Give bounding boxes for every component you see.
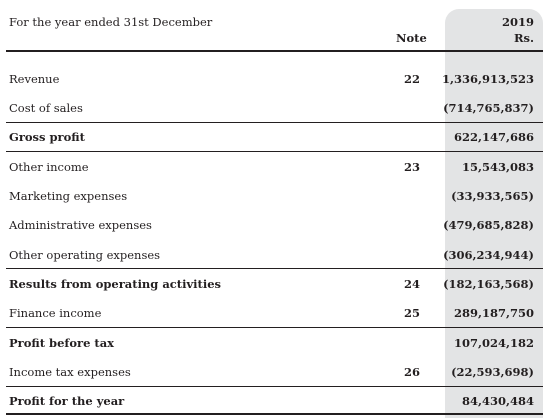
row-note: 23	[403, 160, 420, 174]
row-value: (479,685,828)	[443, 218, 534, 232]
row-label: Profit before tax	[9, 336, 115, 350]
row-label: Finance income	[9, 306, 102, 320]
row-label: Results from operating activities	[9, 277, 221, 291]
row-value: (182,163,568)	[443, 277, 534, 291]
row-note: 25	[403, 306, 420, 320]
row-finance-income: Finance income 25 289,187,750	[0, 306, 543, 326]
row-label: Gross profit	[9, 130, 85, 144]
row-administrative-expenses: Administrative expenses (479,685,828)	[0, 218, 543, 238]
row-value: 15,543,083	[461, 160, 534, 174]
subtotal-rule	[6, 151, 543, 152]
subtotal-rule	[6, 327, 543, 328]
row-other-operating-expenses: Other operating expenses (306,234,944)	[0, 248, 543, 268]
row-label: Administrative expenses	[9, 218, 152, 232]
current-year-column-shading	[445, 9, 543, 418]
period-heading: For the year ended 31st December	[9, 15, 213, 29]
row-label: Profit for the year	[9, 394, 125, 408]
row-note: 22	[403, 72, 420, 86]
unit-column-header: Rs.	[513, 31, 534, 45]
row-gross-profit: Gross profit 622,147,686	[0, 130, 543, 150]
row-value: 289,187,750	[453, 306, 534, 320]
total-rule	[6, 413, 543, 415]
row-value: (714,765,837)	[443, 101, 534, 115]
subtotal-rule	[6, 122, 543, 123]
row-value: (306,234,944)	[443, 248, 534, 262]
row-value: (22,593,698)	[451, 365, 534, 379]
row-label: Marketing expenses	[9, 189, 128, 203]
row-profit-before-tax: Profit before tax 107,024,182	[0, 336, 543, 356]
row-note: 24	[403, 277, 420, 291]
row-profit-for-the-year: Profit for the year 84,430,484	[0, 394, 543, 414]
row-income-tax-expenses: Income tax expenses 26 (22,593,698)	[0, 365, 543, 385]
row-label: Income tax expenses	[9, 365, 131, 379]
row-value: (33,933,565)	[451, 189, 534, 203]
row-other-income: Other income 23 15,543,083	[0, 160, 543, 180]
row-results-from-operating-activities: Results from operating activities 24 (18…	[0, 277, 543, 297]
row-value: 622,147,686	[453, 130, 534, 144]
row-revenue: Revenue 22 1,336,913,523	[0, 72, 543, 92]
note-column-header: Note	[396, 31, 427, 45]
row-cost-of-sales: Cost of sales (714,765,837)	[0, 101, 543, 121]
row-value: 107,024,182	[453, 336, 534, 350]
subtotal-rule	[6, 386, 543, 387]
row-label: Other operating expenses	[9, 248, 161, 262]
header-rule	[6, 50, 543, 52]
row-value: 84,430,484	[461, 394, 534, 408]
row-note: 26	[403, 365, 420, 379]
subtotal-rule	[6, 268, 543, 269]
row-label: Other income	[9, 160, 89, 174]
row-value: 1,336,913,523	[441, 72, 534, 86]
year-column-header: 2019	[501, 15, 534, 29]
row-marketing-expenses: Marketing expenses (33,933,565)	[0, 189, 543, 209]
row-label: Revenue	[9, 72, 60, 86]
row-label: Cost of sales	[9, 101, 83, 115]
